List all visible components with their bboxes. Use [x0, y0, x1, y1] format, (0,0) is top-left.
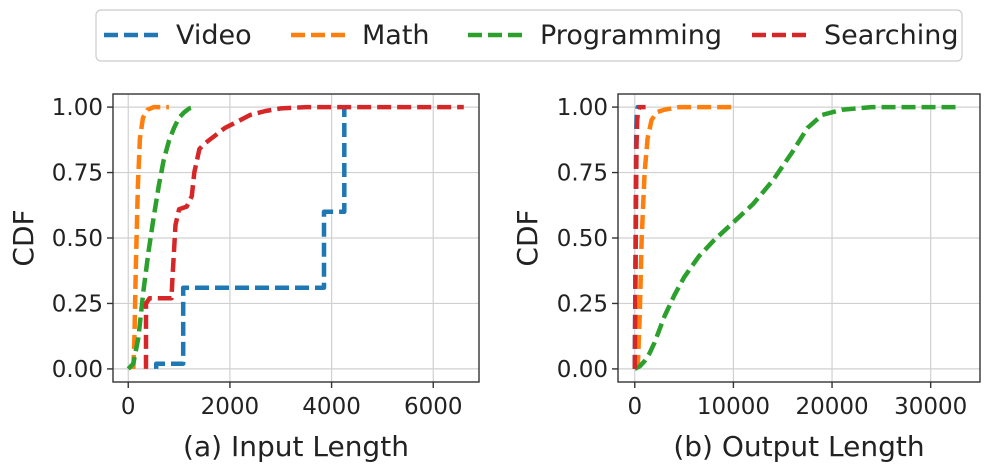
x-tick-label: 10000	[697, 394, 770, 420]
y-tick-label: 0.50	[557, 226, 608, 252]
y-tick-label: 0.75	[52, 161, 103, 187]
x-axis-label: (a) Input Length	[183, 430, 409, 463]
y-tick-label: 0.50	[52, 226, 103, 252]
y-tick-label: 0.00	[52, 357, 103, 383]
x-tick-label: 0	[627, 394, 642, 420]
y-tick-label: 0.25	[557, 291, 608, 317]
x-tick-label: 0	[121, 394, 136, 420]
legend-label-programming: Programming	[540, 20, 722, 51]
legend: Video Math Programming Searching	[96, 10, 962, 61]
x-tick-label: 20000	[795, 394, 868, 420]
y-tick-label: 0.00	[557, 357, 608, 383]
x-axis-label: (b) Output Length	[673, 430, 924, 463]
x-tick-label: 30000	[894, 394, 967, 420]
y-tick-label: 1.00	[52, 95, 103, 121]
legend-label-video: Video	[176, 20, 252, 51]
y-tick-label: 0.75	[557, 161, 608, 187]
y-tick-label: 0.25	[52, 291, 103, 317]
x-tick-label: 2000	[201, 394, 260, 420]
figure: Video Math Programming Searching 0 2000 4000 6…	[0, 0, 996, 472]
x-tick-label: 4000	[302, 394, 361, 420]
panel-input-length: 0 2000 4000 6000 0.00 0.25 0.50 0.75 1.00 (a) Inp…	[7, 94, 479, 463]
y-axis-label: CDF	[511, 209, 544, 266]
legend-label-searching: Searching	[824, 20, 959, 51]
y-axis-label: CDF	[7, 209, 40, 266]
y-tick-label: 1.00	[557, 95, 608, 121]
x-tick-label: 6000	[404, 394, 463, 420]
legend-label-math: Math	[362, 20, 430, 51]
panel-output-length: 0 10000 20000 30000 0.00 0.25 0.50 0.75 1.00 (b) …	[511, 94, 980, 463]
